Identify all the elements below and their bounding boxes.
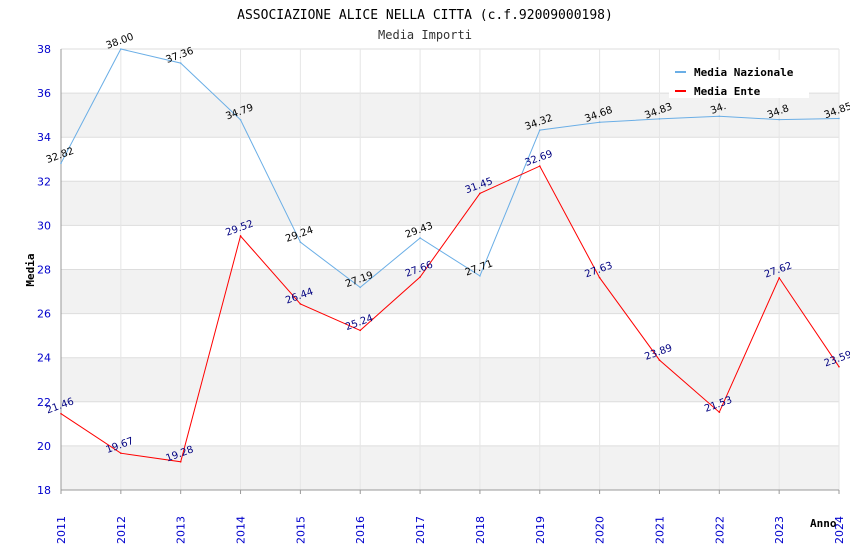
y-tick-label: 32 xyxy=(37,175,51,188)
data-point xyxy=(120,48,122,50)
x-tick-label: 2021 xyxy=(653,516,666,544)
chart-subtitle: Media Importi xyxy=(378,28,472,42)
data-point xyxy=(778,277,780,279)
x-tick-label: 2024 xyxy=(833,516,846,544)
grid-band xyxy=(61,181,839,226)
grid-band xyxy=(61,269,839,314)
x-tick-label: 2017 xyxy=(414,516,427,544)
data-point xyxy=(658,359,661,361)
grid-band xyxy=(61,445,839,490)
data-point xyxy=(718,115,721,118)
chart-title: ASSOCIAZIONE ALICE NELLA CITTA (c.f.9200… xyxy=(237,8,613,23)
legend: Media Nazionale Media Ente xyxy=(669,60,809,98)
data-label: 32.69 xyxy=(524,149,555,169)
data-point xyxy=(419,237,421,239)
data-point xyxy=(179,460,182,463)
data-point xyxy=(778,118,780,121)
axes xyxy=(60,49,840,494)
data-point xyxy=(239,235,242,237)
x-tick-label: 2013 xyxy=(175,516,188,544)
data-point xyxy=(60,412,62,415)
data-point xyxy=(299,303,302,305)
x-tick-label: 2020 xyxy=(594,516,607,544)
x-axis-label: Anno xyxy=(810,517,837,530)
series-line-media-nazionale xyxy=(60,48,840,289)
series-line-media-ente xyxy=(60,165,840,463)
data-point xyxy=(718,411,721,413)
x-tick-label: 2015 xyxy=(294,516,307,544)
y-tick-labels: 18 20 22 24 26 28 30 32 34 36 38 xyxy=(37,43,51,497)
data-point xyxy=(598,121,601,124)
legend-entry: Media Nazionale xyxy=(694,66,794,79)
data-point xyxy=(479,192,481,195)
x-tick-labels: 2011 2012 2013 2014 2015 2016 2017 2018 2019 2020… xyxy=(55,516,846,544)
x-tick-label: 2018 xyxy=(474,516,487,544)
x-tick-label: 2022 xyxy=(713,516,726,544)
x-tick-label: 2023 xyxy=(773,516,786,544)
data-point xyxy=(838,365,840,368)
y-tick-label: 38 xyxy=(37,43,51,56)
y-tick-label: 18 xyxy=(37,484,51,497)
data-point xyxy=(359,329,362,332)
data-label: 34. xyxy=(709,101,728,117)
y-tick-label: 34 xyxy=(37,131,51,144)
data-label: 29.24 xyxy=(284,225,315,245)
x-tick-label: 2011 xyxy=(55,516,68,544)
y-tick-label: 24 xyxy=(37,352,51,365)
y-tick-label: 20 xyxy=(37,440,51,453)
x-tick-label: 2019 xyxy=(534,516,547,544)
data-point xyxy=(658,118,661,120)
data-point xyxy=(239,118,242,121)
data-point xyxy=(120,452,122,454)
data-point xyxy=(838,117,840,120)
x-tick-label: 2012 xyxy=(115,516,128,544)
data-point xyxy=(598,276,601,279)
data-point xyxy=(299,241,302,243)
series-group xyxy=(60,48,840,463)
data-point xyxy=(419,276,421,278)
grid-lines xyxy=(60,48,840,491)
data-point xyxy=(479,275,481,277)
y-tick-label: 30 xyxy=(37,219,51,232)
y-axis-label: Media xyxy=(24,253,37,286)
legend-box xyxy=(669,60,809,98)
x-tick-label: 2016 xyxy=(354,516,367,544)
grid-band xyxy=(61,357,839,402)
data-point xyxy=(538,129,541,131)
data-point xyxy=(60,162,62,165)
grid-bands xyxy=(61,93,839,490)
x-tick-label: 2014 xyxy=(235,516,248,544)
data-point xyxy=(359,286,362,289)
y-tick-label: 22 xyxy=(37,396,51,409)
legend-entry: Media Ente xyxy=(694,85,761,98)
data-point xyxy=(538,165,541,167)
y-tick-label: 26 xyxy=(37,308,51,321)
data-point xyxy=(179,62,182,64)
grid-band xyxy=(61,93,839,138)
y-tick-label: 36 xyxy=(37,87,51,100)
y-tick-label: 28 xyxy=(37,264,51,277)
data-label: 32.82 xyxy=(45,146,76,166)
